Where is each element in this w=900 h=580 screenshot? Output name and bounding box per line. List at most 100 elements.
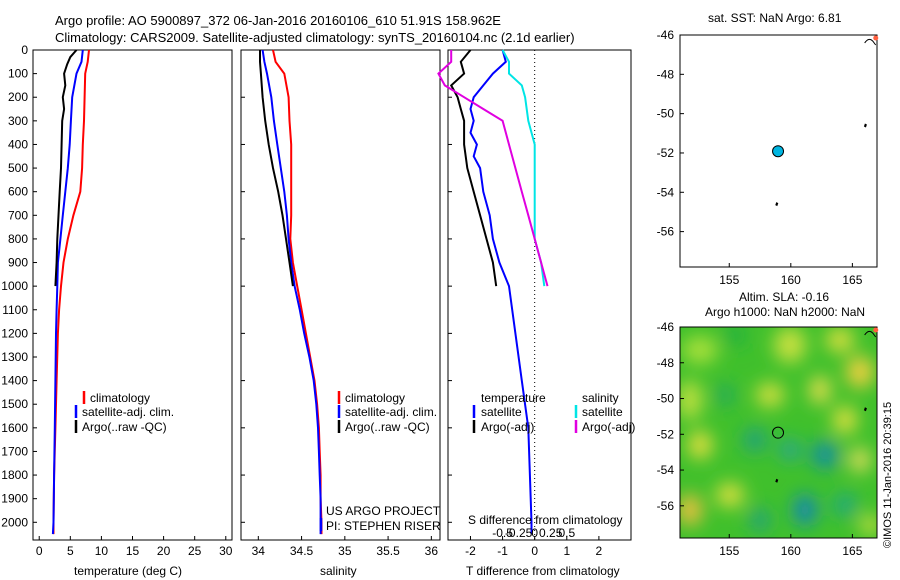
t-tick-label: 2 [596,544,603,558]
y-tick-label: 800 [8,232,28,246]
coastline [864,38,877,46]
corner-marker [873,327,879,333]
x-tick-label: 0 [36,544,43,558]
sla-map: 155 160 165 -46 -48 -50 -52 -54 -56 [657,320,879,558]
legend-satellite-label: satellite-adj. clim. [345,405,437,419]
sla-map-title-line2: Argo h1000: NaN h2000: NaN [705,305,865,319]
map-y-tick-label: -48 [657,356,675,370]
y-tick-label: 600 [8,185,28,199]
t-tick-label: -1 [497,544,508,558]
y-tick-label: 1400 [1,374,28,388]
x-tick-label: 34 [252,544,266,558]
series-line-temperature-argo-adj- [449,49,498,287]
legend-climatology-label: climatology [345,391,405,405]
series-line-temperature-satellite [469,49,533,535]
salinity-axis-label: salinity [320,564,357,578]
map-y-tick-label: -54 [657,185,675,199]
island-outline [775,202,779,207]
y-tick-label: 1900 [1,492,28,506]
argo-position-marker [772,145,785,158]
map-x-tick-label: 155 [719,544,739,558]
series-line-satellite-adj-clim- [51,49,84,535]
s-tick-label: 0 [531,526,538,540]
s-tick-label: 0.5 [558,526,575,540]
y-tick-label: 1000 [1,279,28,293]
x-tick-label: 34.5 [290,544,314,558]
s-tick-label: -0.25 [505,526,533,540]
map-y-tick-label: -46 [657,320,675,334]
salinity-panel-frame [240,49,441,541]
x-tick-label: 35 [338,544,352,558]
x-tick-label: 30 [219,544,233,558]
map-x-tick-label: 165 [842,273,862,287]
legend-sal-argo-label: Argo(-adj) [582,420,635,434]
temperature-axis-label: temperature (deg C) [74,564,182,578]
island-outline [775,478,779,483]
corner-marker [873,35,879,41]
sst-map-title: sat. SST: NaN Argo: 6.81 [708,11,842,25]
y-tick-label: 400 [8,137,28,151]
legend-temperature-title: temperature [481,391,546,405]
project-annotation: US ARGO PROJECT [326,504,441,518]
sla-map-frame [679,326,878,539]
map-y-tick-label: -48 [657,67,675,81]
temperature-panel: 0 5 10 15 20 25 300100200300400500600700800900… [1,43,232,558]
series-line-salinity-argo-adj- [437,50,549,287]
figure-title-line1: Argo profile: AO 5900897_372 06-Jan-2016… [55,13,501,28]
legend-sal-satellite-label: satellite [582,405,623,419]
y-tick-label: 1100 [2,303,28,317]
y-tick-label: 300 [8,114,28,128]
s-tick-label: 0.25 [539,526,563,540]
map-x-tick-label: 165 [842,544,862,558]
figure-title-line2: Climatology: CARS2009. Satellite-adjuste… [55,30,575,45]
sla-heatmap [680,327,877,538]
y-tick-label: 1600 [1,421,28,435]
legend-climatology-label: climatology [90,391,150,405]
x-tick-label: 35.5 [376,544,400,558]
t-tick-label: -2 [465,544,476,558]
island-outline [863,123,867,128]
x-tick-label: 5 [67,544,74,558]
legend-temp-satellite-label: satellite [481,405,522,419]
map-y-tick-label: -46 [657,28,675,42]
y-tick-label: 0 [21,43,28,57]
y-tick-label: 1800 [1,468,28,482]
legend-argo-label: Argo(..raw -QC) [82,420,167,434]
pi-annotation: PI: STEPHEN RISER [326,519,441,533]
map-y-tick-label: -50 [657,392,675,406]
argo-position-marker [772,426,785,439]
y-tick-label: 2000 [1,515,28,529]
coastline [864,330,877,338]
map-y-tick-label: -54 [657,463,675,477]
difference-panel: -2 -1 0 1 2-0.5-0.25 0 0.250.5 [437,49,603,558]
y-tick-label: 500 [8,161,28,175]
s-tick-label: -0.5 [492,526,513,540]
difference-panel-frame [447,49,632,541]
series-line-argo-raw-qc- [259,50,294,287]
map-y-tick-label: -56 [657,225,675,239]
y-tick-label: 1300 [1,350,28,364]
map-y-tick-label: -52 [657,146,675,160]
series-line-satellite-adj-clim- [261,49,322,535]
x-tick-label: 15 [126,544,140,558]
sst-map: 155 160 165 -46 -48 -50 -52 -54 -56 [657,28,879,287]
t-tick-label: 0 [531,544,538,558]
island-outline [863,407,867,412]
map-y-tick-label: -50 [657,107,675,121]
y-tick-label: 1700 [1,444,28,458]
x-tick-label: 20 [157,544,171,558]
imos-timestamp: ©IMOS 11-Jan-2016 20:39:15 [882,402,894,548]
s-difference-axis-label: S difference from climatology [468,513,623,527]
series-line-argo-raw-qc- [54,49,78,287]
t-tick-label: 1 [563,544,570,558]
series-line-climatology [272,49,323,535]
x-tick-label: 36 [425,544,439,558]
y-tick-label: 1500 [1,397,28,411]
y-tick-label: 1200 [1,326,28,340]
legend-temp-argo-label: Argo(-adj) [481,420,534,434]
y-tick-label: 200 [8,90,28,104]
y-tick-label: 900 [8,256,28,270]
temperature-legend: climatology satellite-adj. clim. Argo(..… [74,391,174,434]
salinity-legend: climatology satellite-adj. clim. Argo(..… [319,391,441,533]
difference-legend: temperature satellite Argo(-adj) salinit… [468,391,635,527]
